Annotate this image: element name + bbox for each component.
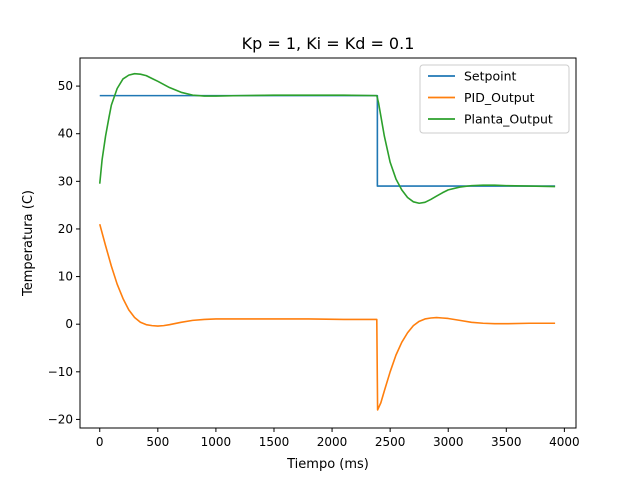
series-line-pid-output [98,223,556,411]
x-tick-label: 0 [96,435,104,449]
y-tick-label: −20 [48,412,73,426]
x-axis-label: Tiempo (ms) [286,457,369,472]
legend-box [419,64,570,134]
y-tick-label: 50 [58,79,73,93]
legend-entry-label: Setpoint [464,69,517,84]
y-tick-label: 10 [58,270,73,284]
chart-title: Kp = 1, Ki = Kd = 0.1 [242,34,415,53]
x-tick-label: 3500 [491,435,522,449]
y-tick-label: 30 [58,174,73,188]
x-tick-label: 500 [146,435,169,449]
y-tick-label: −10 [48,365,73,379]
x-tick-label: 2500 [375,435,406,449]
legend: Setpoint PID_Output Planta_Output [419,64,570,134]
axis-ticks: 0 500 1000 1500 2000 2500 3000 3500 4000 −20 −10 0 1… [48,79,580,449]
y-tick-label: 40 [58,127,73,141]
x-tick-label: 3000 [433,435,464,449]
y-tick-label: 0 [65,317,73,331]
y-tick-label: 20 [58,222,73,236]
y-axis-label: Temperatura (C) [21,190,36,297]
x-tick-label: 1500 [259,435,290,449]
legend-entry-label: Planta_Output [464,112,553,127]
x-tick-label: 1000 [201,435,232,449]
x-tick-label: 2000 [317,435,348,449]
plot-area [98,72,556,411]
axes-frame [79,57,577,429]
legend-entry-label: PID_Output [464,90,535,105]
series-line-planta-output [98,72,556,205]
x-tick-label: 4000 [549,435,580,449]
